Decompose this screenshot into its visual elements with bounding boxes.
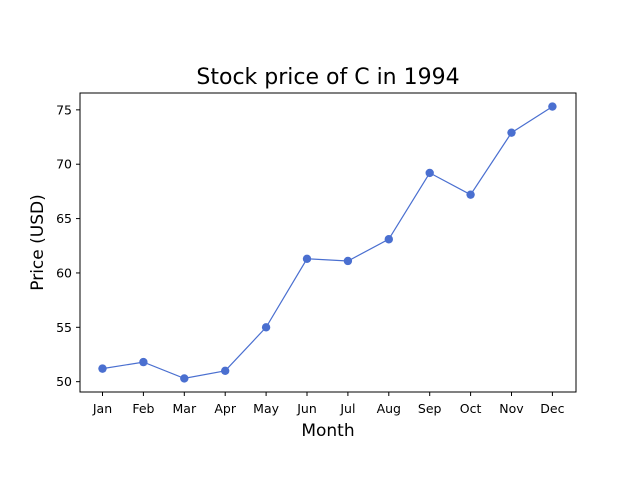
x-tick-label: Apr (214, 401, 236, 416)
series-line (102, 106, 553, 380)
data-point (507, 128, 516, 137)
data-point (261, 323, 271, 332)
x-tick-label: Jun (296, 401, 317, 416)
y-tick-label: 75 (56, 102, 72, 117)
data-point (548, 102, 557, 111)
x-tick-label: Sep (418, 401, 442, 416)
x-tick-label: Jan (92, 401, 112, 416)
y-tick-label: 65 (56, 211, 72, 226)
x-axis-label: Month (301, 421, 354, 441)
x-tick-label: May (253, 401, 279, 416)
y-tick-label: 60 (56, 265, 72, 280)
x-tick-label: Dec (540, 401, 564, 416)
x-tick-label: Aug (377, 401, 401, 416)
x-axis: Jan Feb Mar Apr May Jun Jul Aug Sep Oct Nov Dec (92, 392, 565, 416)
plot-frame (79, 92, 577, 393)
series-layer (98, 102, 557, 383)
chart-title: Stock price of C in 1994 (196, 65, 459, 90)
data-point (98, 364, 107, 373)
x-tick-label: Jul (339, 401, 355, 416)
data-point (180, 374, 189, 383)
data-point (221, 366, 230, 375)
x-tick-label: Nov (499, 401, 524, 416)
data-point (425, 168, 434, 178)
y-tick-label: 50 (56, 374, 72, 389)
data-point (466, 190, 475, 199)
x-tick-label: Mar (173, 401, 197, 416)
data-point (302, 254, 312, 264)
x-tick-label: Feb (132, 401, 154, 416)
y-axis-label: Price (USD) (28, 194, 48, 290)
data-point (343, 256, 353, 266)
data-point (384, 235, 393, 244)
y-tick-label: 55 (56, 320, 72, 335)
y-tick-label: 70 (56, 157, 72, 172)
y-axis: 50 55 60 65 70 75 (56, 102, 80, 389)
data-point (139, 357, 148, 367)
x-tick-label: Oct (460, 401, 482, 416)
